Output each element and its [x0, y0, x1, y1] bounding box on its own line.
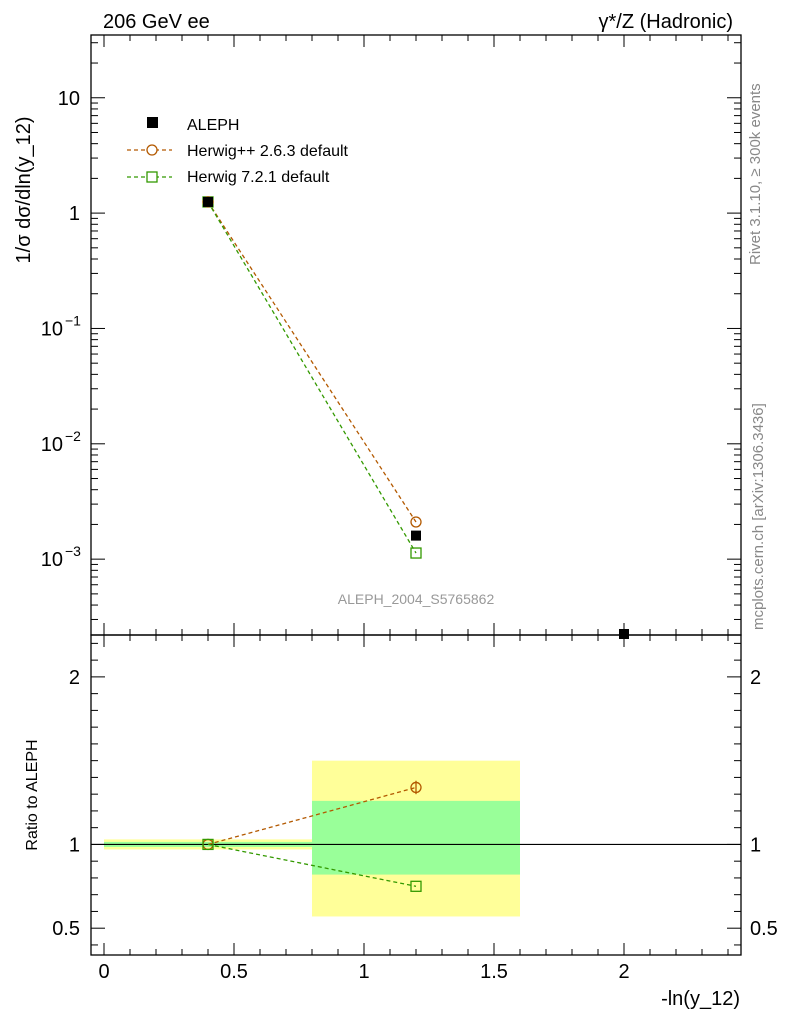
main-point-series-2-1: [410, 547, 422, 559]
ratio-ytick-label-right-2: 0.5: [750, 918, 778, 940]
main-point-series-0-0: [203, 196, 213, 207]
legend-label-aleph: ALEPH: [187, 117, 239, 134]
main-ytick-label-0: 10: [58, 88, 80, 110]
main-ytick-label-3: 10: [41, 434, 63, 456]
ratio-uncertainty-bands: [104, 760, 520, 917]
main-ytick-label-1: 1: [69, 203, 80, 225]
ratio-panel-marks: [91, 780, 741, 892]
x-tick-label-4: 2: [618, 961, 629, 983]
ratio-ytick-label-right-0: 2: [750, 667, 761, 689]
legend-marker-herwig7: [146, 171, 158, 183]
main-ytick-exp-2: −1: [65, 312, 81, 328]
x-tick-label-0: 0: [98, 961, 109, 983]
main-line-series-2: [207, 201, 417, 554]
ratio-point-series-0-1: [410, 781, 422, 794]
main-ytick-exp-4: −3: [65, 543, 81, 559]
legend-label-herwigpp: Herwig++ 2.6.3 default: [187, 143, 349, 160]
x-tick-label-1: 0.5: [220, 961, 248, 983]
main-point-series-0-1: [411, 530, 421, 541]
ratio-line-series-1: [207, 843, 417, 887]
main-ytick-label-4: 10: [41, 549, 63, 571]
ratio-ytick-label-left-0: 2: [69, 667, 80, 689]
analysis-watermark: ALEPH_2004_S5765862: [338, 591, 495, 607]
legend-label-herwig7: Herwig 7.2.1 default: [187, 169, 330, 186]
mcplots-label: mcplots.cern.ch [arXiv:1306.3436]: [750, 403, 767, 630]
main-point-series-1-1: [410, 516, 422, 528]
legend-marker-aleph: [147, 117, 158, 128]
ratio-point-series-1-1: [410, 880, 422, 892]
main-ytick-label-2: 10: [41, 318, 63, 340]
ratio-band-inner-1: [312, 800, 520, 875]
ratio-point-series-0-0: [202, 838, 214, 851]
ratio-ylabel: Ratio to ALEPH: [24, 739, 41, 850]
main-ylabel: 1/σ dσ/dln(y_12): [13, 117, 35, 264]
header-right-title: γ*/Z (Hadronic): [599, 11, 733, 33]
legend: ALEPH Herwig++ 2.6.3 default Herwig 7.2.…: [127, 117, 349, 186]
rivet-label: Rivet 3.1.10, ≥ 300k events: [747, 83, 764, 265]
x-tick-label-2: 1: [358, 961, 369, 983]
legend-marker-herwigpp: [146, 144, 158, 156]
ratio-line-series-0: [207, 786, 417, 846]
ratio-point-series-1-0: [202, 838, 214, 851]
ratio-ytick-label-left-1: 1: [69, 834, 80, 856]
main-ylabel-text: 1/σ dσ/dln(y_12): [13, 117, 35, 264]
main-line-series-1: [207, 201, 417, 523]
ratio-ytick-label-left-2: 0.5: [52, 918, 80, 940]
main-panel-marks: [202, 196, 629, 639]
main-ytick-exp-3: −2: [65, 428, 81, 444]
x-tick-label-3: 1.5: [480, 961, 508, 983]
header-left-title: 206 GeV ee: [103, 11, 210, 33]
ratio-ytick-label-right-1: 1: [750, 834, 761, 856]
x-axis-label: -ln(y_12): [661, 988, 740, 1010]
